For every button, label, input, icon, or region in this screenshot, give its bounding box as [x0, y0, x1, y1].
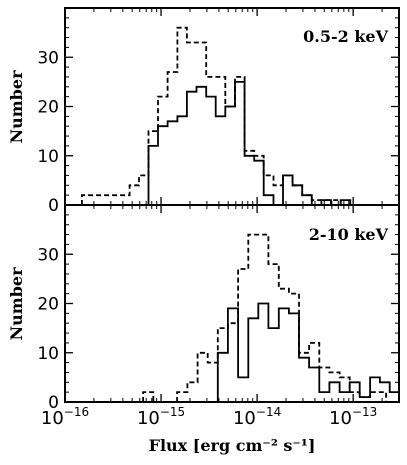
histogram-solid-hard-band: [216, 302, 400, 402]
x-tick-label: 10−15: [137, 405, 185, 429]
x-tick-label: 10−14: [233, 405, 281, 429]
histogram-solid-soft-band: [147, 81, 352, 206]
x-tick-label-base: 10: [329, 408, 352, 429]
y-tick-label-hard-band: 30: [37, 245, 59, 265]
x-tick-label-base: 10: [41, 408, 64, 429]
y-tick-label-soft-band: 10: [37, 147, 59, 167]
panel-soft-band: 0.5-2 keV Number 0 10 20 30: [7, 7, 400, 216]
panel-label-hard-band: 2-10 keV: [309, 225, 389, 244]
x-tick-label-exponent: −15: [160, 405, 185, 419]
y-axis-label-hard-band: Number: [7, 267, 26, 341]
y-axis-label-soft-band: Number: [7, 70, 26, 144]
panel-label-soft-band: 0.5-2 keV: [303, 27, 388, 46]
y-tick-label-soft-band: 0: [48, 196, 59, 216]
x-tick-label-base: 10: [137, 408, 160, 429]
x-tick-label: 10−16: [41, 405, 89, 429]
plot-frame-hard-band: [64, 204, 400, 403]
x-tick-label-exponent: −16: [64, 405, 89, 419]
histogram-dashed-hard-band: [142, 233, 387, 403]
y-tick-label-soft-band: 30: [37, 48, 59, 68]
x-tick-label: 10−13: [329, 405, 377, 429]
x-tick-label-base: 10: [233, 408, 256, 429]
y-tick-label-hard-band: 10: [37, 344, 59, 364]
x-axis-label: Flux [erg cm⁻² s⁻¹]: [149, 436, 316, 455]
histogram-dashed-soft-band: [81, 26, 342, 205]
x-tick-label-exponent: −13: [352, 405, 377, 419]
x-tick-label-exponent: −14: [256, 405, 281, 419]
y-tick-label-soft-band: 20: [37, 98, 59, 118]
y-tick-label-hard-band: 20: [37, 295, 59, 315]
y-tick-label-hard-band: 0: [48, 393, 59, 413]
